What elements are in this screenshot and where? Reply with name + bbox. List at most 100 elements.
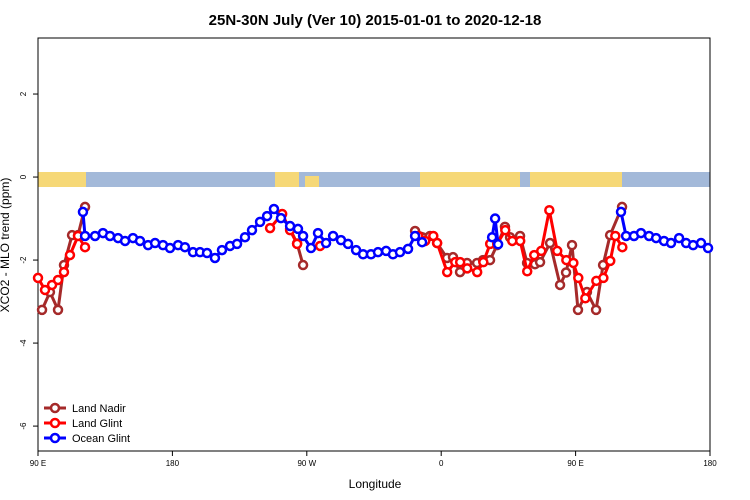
point (36, 304, 48, 316)
point (239, 231, 251, 243)
point (554, 279, 566, 291)
legend-marker (49, 432, 61, 444)
point (441, 266, 453, 278)
y-tick-label: -4 (19, 339, 28, 347)
point (409, 230, 421, 242)
point (52, 274, 64, 286)
point (580, 293, 591, 304)
point (615, 206, 627, 218)
x-axis-label: Longitude (349, 477, 402, 491)
point (635, 227, 647, 239)
point (268, 203, 280, 215)
point (536, 245, 547, 257)
point (372, 246, 384, 258)
point (416, 236, 428, 248)
point (58, 266, 70, 278)
point (327, 230, 339, 242)
point (312, 227, 324, 239)
legend-label: Land Nadir (72, 403, 126, 415)
point (521, 266, 533, 277)
land-ocean-strip (38, 172, 710, 187)
x-tick-label: 180 (166, 459, 180, 468)
x-tick-label: 90 E (567, 459, 583, 468)
point (454, 256, 466, 268)
point (489, 213, 501, 224)
y-axis-label: XCO2 - MLO trend (ppm) (0, 178, 12, 313)
point (514, 235, 526, 247)
point (79, 241, 91, 253)
point (261, 210, 273, 222)
point (291, 238, 303, 250)
y-tick-label: 2 (19, 91, 28, 96)
point (471, 266, 483, 278)
point (560, 267, 572, 278)
point (568, 257, 579, 269)
point (164, 242, 176, 254)
point (431, 237, 443, 249)
point (79, 230, 91, 242)
point (402, 243, 414, 255)
point (486, 231, 498, 243)
point (52, 304, 64, 316)
legend-label: Ocean Glint (72, 433, 130, 445)
point (231, 238, 243, 250)
point (292, 223, 304, 235)
point (461, 263, 473, 274)
point (179, 241, 191, 253)
point (598, 272, 609, 284)
point (297, 230, 309, 242)
point (617, 241, 628, 253)
point (264, 222, 276, 234)
point (305, 242, 317, 254)
point (702, 242, 714, 254)
land-band (275, 172, 299, 187)
point (320, 237, 332, 249)
point (566, 239, 578, 251)
point (544, 237, 556, 249)
point (673, 232, 685, 244)
land-band (420, 172, 520, 187)
point (610, 230, 621, 242)
point (77, 206, 89, 218)
point (209, 252, 221, 264)
x-tick-label: 0 (439, 459, 444, 468)
x-tick-label: 90 W (297, 459, 316, 468)
point (492, 239, 504, 250)
point (544, 205, 555, 216)
point (590, 304, 602, 316)
point (551, 245, 563, 257)
chart-title: 25N-30N July (Ver 10) 2015-01-01 to 2020… (209, 12, 542, 29)
land-band (530, 172, 622, 187)
legend-label: Land Glint (72, 418, 122, 430)
point (201, 247, 213, 259)
point (604, 255, 616, 267)
point (342, 238, 354, 250)
y-tick-label: -2 (19, 256, 28, 264)
point (32, 272, 44, 284)
point (394, 246, 406, 258)
point (572, 304, 584, 316)
point (297, 259, 309, 271)
x-tick-label: 90 E (30, 459, 46, 468)
point (246, 224, 258, 236)
land-band (38, 172, 86, 187)
point (134, 235, 146, 247)
point (478, 256, 489, 268)
point (665, 237, 677, 249)
point (534, 256, 546, 268)
point (500, 224, 511, 236)
point (104, 230, 116, 242)
point (254, 216, 266, 228)
point (64, 249, 76, 261)
point (39, 284, 51, 296)
y-tick-label: 0 (19, 174, 28, 179)
point (275, 212, 287, 224)
x-tick-label: 180 (703, 459, 717, 468)
land-band (305, 176, 319, 187)
point (695, 237, 707, 249)
y-tick-label: -6 (19, 422, 28, 430)
point (573, 272, 584, 284)
point (216, 244, 228, 256)
legend-marker (49, 402, 61, 414)
